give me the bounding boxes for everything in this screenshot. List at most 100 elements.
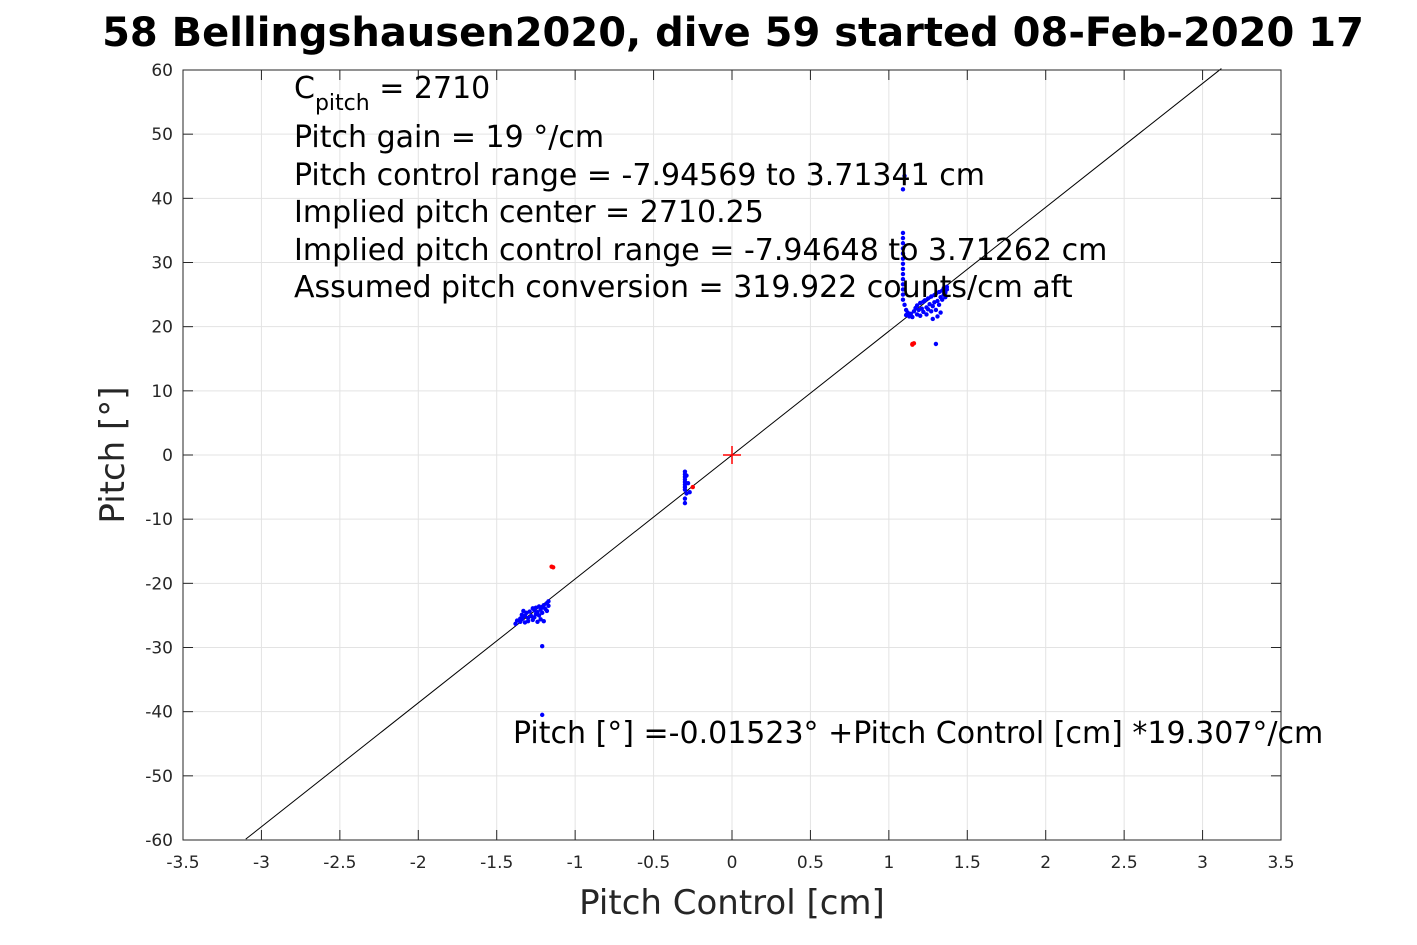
data-point: [944, 284, 950, 290]
x-tick-label: 3: [1197, 853, 1208, 873]
data-point: [900, 297, 906, 302]
data-points: [513, 173, 950, 718]
y-tick-label: 0: [162, 446, 173, 466]
data-point: [900, 276, 906, 282]
x-tick-label: -1.5: [480, 853, 513, 873]
data-point: [924, 312, 929, 317]
x-tick-label: -3.5: [166, 853, 199, 873]
data-point: [682, 487, 688, 492]
x-tick-label: 2: [1040, 853, 1051, 873]
fit-line: [245, 68, 1222, 840]
y-tick-label: 30: [151, 254, 173, 274]
pitch-control-range-text: Pitch control range = -7.94569 to 3.7134…: [294, 158, 985, 193]
data-point: [900, 235, 906, 241]
y-tick-label: -60: [145, 831, 173, 851]
data-point: [540, 712, 545, 718]
data-point: [914, 303, 920, 308]
data-point: [921, 309, 926, 315]
data-point: [930, 316, 935, 322]
data-point: [535, 619, 540, 625]
fit-equation-text: Pitch [°] =-0.01523° +Pitch Control [cm]…: [513, 716, 1323, 751]
x-tick-label: 2.5: [1111, 853, 1138, 873]
data-point: [900, 230, 906, 236]
y-tick-label: 50: [151, 125, 173, 145]
chart-title: 58 Bellingshausen2020, dive 59 started 0…: [102, 10, 1364, 56]
y-tick-label: 60: [151, 61, 173, 81]
x-tick-label: -0.5: [637, 853, 670, 873]
data-point: [540, 610, 545, 616]
data-point: [935, 314, 940, 319]
c-pitch-value: = 2710: [370, 71, 491, 106]
data-point: [939, 297, 945, 302]
data-point: [690, 484, 695, 490]
plot-frame: [182, 69, 1282, 841]
center-marker: [723, 446, 741, 464]
x-tick-label: 0.5: [797, 853, 824, 873]
data-point: [525, 618, 531, 624]
y-tick-label: -20: [145, 574, 173, 594]
y-tick-label: -30: [145, 639, 173, 659]
data-point: [682, 500, 688, 506]
c-pitch-subscript: pitch: [315, 91, 370, 116]
data-point: [910, 342, 915, 347]
data-point: [918, 313, 923, 318]
data-point: [900, 241, 906, 246]
c-pitch-annotation: Cpitch = 2710: [294, 71, 490, 116]
data-point: [929, 309, 934, 314]
x-tick-label: -3: [253, 853, 270, 873]
data-point: [910, 314, 915, 320]
y-tick-label: -10: [145, 510, 173, 530]
data-point: [900, 261, 906, 266]
data-point: [933, 307, 939, 313]
data-point: [900, 292, 906, 297]
x-tick-label: 3.5: [1267, 853, 1294, 873]
c-pitch-main: C: [294, 71, 315, 106]
data-point: [902, 302, 907, 308]
data-point: [685, 481, 691, 486]
x-tick-label: 1: [883, 853, 894, 873]
data-point: [936, 302, 942, 308]
pitch-conversion-text: Assumed pitch conversion = 319.922 count…: [294, 270, 1073, 305]
data-point: [684, 473, 689, 478]
y-axis-label: Pitch [°]: [93, 386, 133, 523]
x-tick-label: -1: [567, 853, 584, 873]
x-axis-label: Pitch Control [cm]: [579, 883, 885, 923]
data-point: [546, 603, 551, 608]
y-tick-label: -40: [145, 703, 173, 723]
data-point: [900, 187, 906, 192]
data-point: [900, 271, 906, 277]
y-tick-label: -50: [145, 767, 173, 787]
data-point: [902, 173, 907, 179]
data-point: [687, 490, 692, 495]
data-point: [900, 266, 906, 272]
y-tick-label: 20: [151, 318, 173, 338]
data-point: [527, 609, 532, 614]
implied-pitch-center-text: Implied pitch center = 2710.25: [294, 195, 764, 230]
pitch-gain-text: Pitch gain = 19 °/cm: [294, 120, 604, 155]
y-tick-label: 10: [151, 382, 173, 402]
x-tick-label: 0: [727, 853, 738, 873]
data-point: [541, 618, 546, 624]
data-point: [900, 282, 906, 287]
data-point: [938, 310, 943, 315]
data-point: [930, 303, 935, 309]
data-point: [900, 251, 906, 256]
data-point: [550, 565, 556, 570]
data-point: [933, 341, 939, 347]
x-tick-label: -2.5: [323, 853, 356, 873]
implied-pitch-control-range-text: Implied pitch control range = -7.94648 t…: [294, 233, 1107, 268]
y-tick-labels: 60 50 40 30 20 10 0 -10 -20 -30 -40 -50 -60: [145, 61, 173, 851]
data-point: [540, 644, 545, 649]
data-point: [900, 246, 906, 251]
x-tick-labels: -3.5 -3 -2.5 -2 -1.5 -1 -0.5 0 0.5 1 1.5 2 2.5 3 3.5: [166, 853, 1294, 873]
data-point: [682, 496, 688, 501]
data-point: [546, 599, 551, 604]
data-point: [544, 608, 550, 614]
data-point: [536, 613, 542, 618]
y-tick-label: 40: [151, 189, 173, 209]
data-point: [900, 256, 906, 261]
data-point: [943, 294, 948, 300]
data-point: [900, 287, 906, 292]
x-tick-label: -2: [410, 853, 427, 873]
